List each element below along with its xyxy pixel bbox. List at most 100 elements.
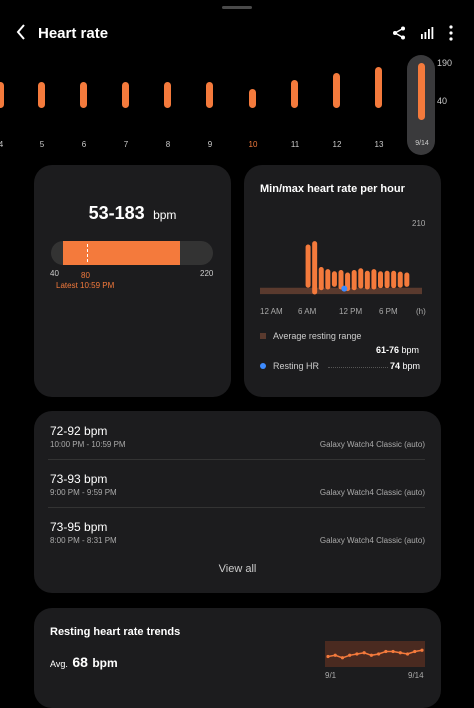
strip-bar-9[interactable] — [206, 82, 213, 109]
more-vertical-icon — [449, 25, 453, 41]
minmax-bar — [378, 271, 383, 289]
strip-bar-13[interactable] — [375, 66, 382, 109]
range-value: 53-183 — [88, 203, 145, 223]
legend-avg-value: 61-76 bpm — [376, 345, 419, 355]
trend-point — [355, 652, 359, 656]
entry-device: Galaxy Watch4 Classic (auto) — [319, 440, 425, 449]
trends-title: Resting heart rate trends — [50, 626, 181, 638]
minmax-bar — [325, 269, 331, 290]
strip-day-label: 9 — [207, 140, 213, 149]
strip-day-label: 5 — [39, 140, 45, 149]
trend-point — [377, 652, 381, 656]
back-button[interactable] — [14, 22, 28, 46]
avg-value: 61-76 — [376, 345, 400, 355]
minmax-title: Min/max heart rate per hour — [260, 183, 405, 195]
strip-day-label: 11 — [290, 140, 300, 149]
daily-range-strip[interactable]: 190 40 4 5 6 7 8 9 10 11 12 13 9/14 — [0, 50, 474, 160]
summary-card[interactable]: 53-183 bpm 40 220 80 Latest 10:59 PM — [34, 165, 231, 397]
minmax-bar — [391, 270, 397, 289]
entry-divider — [48, 459, 425, 460]
minmax-bar — [331, 271, 337, 287]
entry-divider — [48, 507, 425, 508]
strip-bar-12[interactable] — [333, 73, 340, 109]
legend-avg-label: Average resting range — [273, 331, 362, 341]
entry-range: 73-93 bpm — [50, 472, 108, 486]
trends-average: Avg. 68 bpm — [50, 654, 118, 672]
trend-point — [348, 653, 352, 657]
trend-point — [369, 653, 373, 657]
minmax-bar — [338, 269, 344, 290]
trend-end: 9/14 — [408, 671, 424, 680]
trend-start: 9/1 — [325, 671, 337, 680]
strip-bar-8[interactable] — [164, 82, 171, 109]
strip-bar-9-14[interactable] — [418, 63, 425, 121]
x-label-1: 6 AM — [298, 307, 317, 316]
strip-day-label: 9/14 — [415, 140, 429, 147]
x-label-4: (h) — [416, 307, 426, 316]
trend-sparkline — [325, 641, 425, 667]
x-label-2: 12 PM — [339, 307, 363, 316]
strip-bar-7[interactable] — [122, 82, 129, 109]
trend-point — [391, 649, 395, 654]
minmax-bar — [364, 270, 370, 290]
entry-device: Galaxy Watch4 Classic (auto) — [319, 536, 425, 545]
range-track — [51, 241, 213, 265]
strip-axis-max: 190 — [437, 58, 453, 68]
minmax-card[interactable]: Min/max heart rate per hour 210 12 AM 6 … — [244, 165, 441, 397]
entry-device: Galaxy Watch4 Classic (auto) — [319, 488, 425, 497]
resting-hr-dot — [260, 363, 266, 369]
avg-unit: bpm — [401, 345, 420, 355]
view-all-button[interactable]: View all — [218, 563, 257, 575]
avg-label: Avg. — [50, 659, 68, 669]
minmax-bar — [312, 241, 318, 295]
trend-point — [398, 651, 402, 655]
x-label-0: 12 AM — [260, 307, 283, 316]
entry-row[interactable]: 73-95 bpm 8:00 PM - 8:31 PM Galaxy Watch… — [34, 507, 441, 555]
trend-point — [326, 654, 330, 659]
entry-row[interactable]: 72-92 bpm 10:00 PM - 10:59 PM Galaxy Wat… — [34, 411, 441, 459]
legend-rest-value: 74 bpm — [390, 361, 420, 371]
minmax-bar — [404, 272, 410, 287]
strip-bar-5[interactable] — [38, 82, 45, 109]
strip-bar-4[interactable] — [0, 82, 4, 109]
scale-max: 220 — [200, 269, 214, 278]
strip-day-label: 13 — [374, 140, 384, 149]
range-fill — [62, 241, 180, 265]
scale-min: 40 — [50, 269, 59, 278]
trend-point — [420, 648, 424, 652]
chart-button[interactable] — [420, 26, 434, 45]
entry-range: 73-95 bpm — [50, 520, 108, 534]
strip-day-label: 12 — [332, 140, 342, 149]
trend-point — [333, 653, 337, 657]
strip-bar-11[interactable] — [291, 79, 298, 109]
strip-day-label: 7 — [123, 140, 129, 149]
strip-axis-min: 40 — [437, 96, 448, 106]
legend-rest-label: Resting HR — [273, 361, 320, 371]
trend-point — [362, 651, 366, 655]
strip-day-label: 4 — [0, 140, 4, 149]
entries-card — [34, 411, 441, 593]
avg-value: 68 — [72, 654, 88, 670]
entry-time: 10:00 PM - 10:59 PM — [50, 440, 126, 449]
strip-bar-6[interactable] — [80, 82, 87, 109]
minmax-bar — [358, 268, 364, 289]
minmax-bar — [384, 270, 390, 289]
latest-label: Latest 10:59 PM — [56, 281, 115, 290]
strip-day-label: 8 — [165, 140, 171, 149]
avg-resting-band — [260, 287, 422, 295]
share-button[interactable] — [392, 26, 406, 45]
trend-point — [405, 652, 410, 656]
trend-point — [413, 649, 417, 654]
strip-bar-10[interactable] — [249, 88, 256, 109]
bar-chart-icon — [421, 27, 434, 39]
strip-day-label: 10 — [248, 140, 258, 149]
more-button[interactable] — [448, 25, 454, 46]
minmax-bar — [371, 269, 377, 290]
trends-card[interactable]: Resting heart rate trends Avg. 68 bpm 9/… — [34, 608, 441, 708]
legend-divider — [328, 367, 388, 368]
trend-point — [384, 649, 388, 654]
x-label-3: 6 PM — [379, 307, 398, 316]
drag-handle[interactable] — [222, 6, 252, 9]
entry-row[interactable]: 73-93 bpm 9:00 PM - 9:59 PM Galaxy Watch… — [34, 459, 441, 507]
minmax-bar — [397, 271, 403, 288]
